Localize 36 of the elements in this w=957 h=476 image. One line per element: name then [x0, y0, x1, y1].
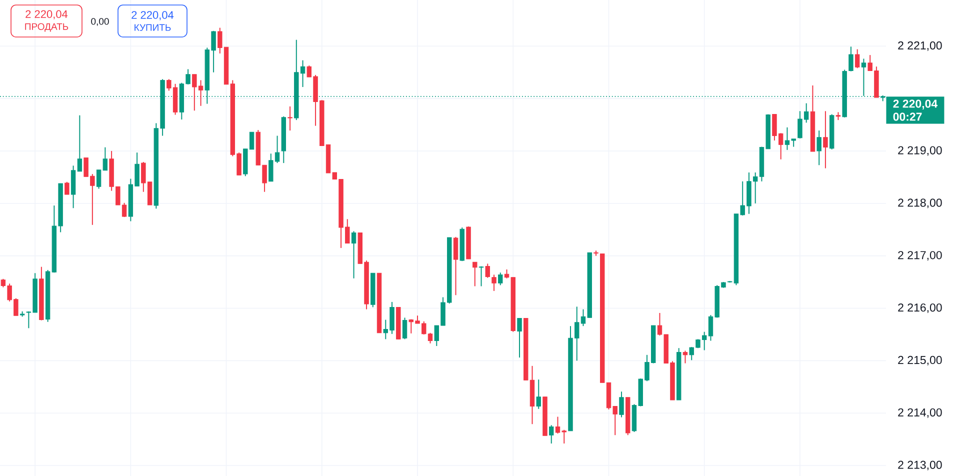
- y-tick-label: 2 219,00: [898, 146, 942, 156]
- y-tick-label: 2 216,00: [898, 303, 942, 313]
- y-tick-label: 2 214,00: [898, 408, 942, 418]
- y-tick-label: 2 221,00: [898, 41, 942, 51]
- y-tick-label: 2 213,00: [898, 460, 942, 470]
- candlestick: [498, 272, 503, 286]
- candlestick: [351, 230, 356, 279]
- candlestick: [861, 58, 866, 96]
- text: 00:27: [893, 112, 922, 121]
- candlestick: [854, 48, 860, 69]
- candlestick: [453, 236, 458, 296]
- candlestick: [472, 262, 478, 287]
- candlestick: [682, 350, 688, 364]
- candlestick: [536, 379, 541, 410]
- candlestick: [816, 130, 822, 166]
- candlestick: [492, 274, 496, 292]
- y-tick-label: 2 217,00: [898, 251, 942, 261]
- candlestick: [549, 424, 554, 444]
- candlestick: [619, 391, 624, 418]
- candlestick: [848, 46, 854, 72]
- candlestick: [485, 263, 490, 278]
- y-tick-label: 2 215,00: [898, 356, 942, 366]
- annotation: 2 220,04: [26, 10, 68, 20]
- annotation: КУПИТЬ: [134, 24, 171, 31]
- candlestick: [77, 114, 82, 172]
- candlestick: [517, 318, 522, 358]
- candlestick: [288, 106, 292, 132]
- y-tick-label: 2 218,00: [898, 198, 942, 208]
- candlestick: [478, 266, 484, 287]
- ref-line-label: 2 220,04: [893, 100, 938, 110]
- candlestick: [64, 181, 70, 195]
- annotation: ПРОДАТЬ: [25, 23, 68, 32]
- candlestick: [402, 317, 408, 340]
- annotation: 2 220,04: [132, 11, 174, 20]
- candlestick: [823, 110, 828, 169]
- annotation: 0,00: [91, 18, 109, 26]
